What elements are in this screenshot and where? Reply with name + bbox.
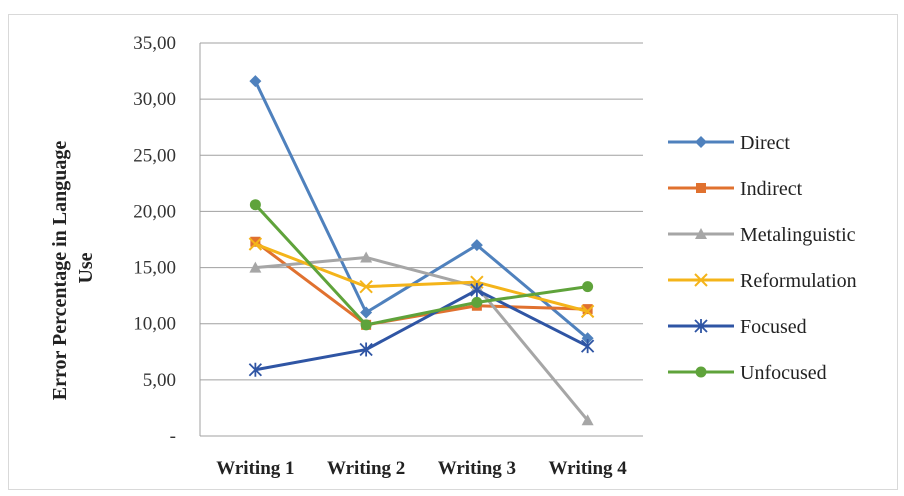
series-line (255, 255, 589, 422)
legend-marker (695, 228, 707, 239)
y-tick-label: 15,00 (133, 258, 176, 279)
data-point (470, 239, 483, 252)
data-point (360, 306, 373, 319)
legend-marker (694, 273, 708, 287)
data-point (359, 279, 373, 294)
legend-label: Metalinguistic (740, 224, 856, 246)
chart-frame (8, 14, 898, 490)
legend-marker (694, 319, 708, 333)
legend-item: Direct (668, 132, 790, 154)
x-axis-ticks: Writing 1 Writing 2 Writing 3 Writing 4 (216, 458, 627, 479)
x-tick-label: Writing 3 (438, 458, 516, 479)
data-point (580, 304, 595, 319)
series-line (254, 240, 588, 327)
y-axis-label-line-2: Use (75, 252, 97, 283)
series-direct (249, 75, 594, 345)
series-focused (248, 283, 595, 377)
data-point (249, 261, 262, 273)
x-tick-label: Writing 1 (216, 458, 294, 479)
y-tick-label: 5,00 (143, 370, 176, 391)
data-point (359, 342, 373, 357)
y-tick-label: 30,00 (133, 89, 176, 110)
data-point (582, 281, 594, 293)
data-point (580, 339, 595, 354)
legend-marker (695, 366, 707, 378)
data-point (471, 296, 483, 308)
data-point (360, 319, 372, 331)
y-tick-label: 35,00 (133, 33, 176, 54)
series-line (254, 203, 588, 327)
legend-item: Reformulation (668, 270, 857, 292)
data-point (248, 362, 263, 377)
data-point (581, 414, 594, 426)
legend-item: Metalinguistic (668, 224, 856, 246)
data-point (250, 236, 261, 247)
data-point (360, 251, 373, 263)
legend-item: Unfocused (668, 362, 827, 384)
legend-label: Focused (740, 316, 807, 338)
y-axis-ticks: - 5,00 10,00 15,00 20,00 25,00 30,00 35,00 (133, 33, 176, 447)
series-lines (248, 75, 595, 426)
data-point (470, 283, 484, 298)
y-tick-label: 10,00 (133, 314, 176, 335)
legend-item: Focused (668, 316, 807, 338)
y-tick-label: 25,00 (133, 145, 176, 166)
legend-item: Indirect (668, 178, 803, 200)
y-axis-label-line-1: Error Percentage in Language (49, 141, 71, 401)
y-tick-label: - (170, 426, 176, 447)
legend-label: Reformulation (740, 270, 857, 292)
legend-label: Unfocused (740, 362, 827, 384)
data-point (581, 332, 594, 345)
y-tick-label: 20,00 (133, 201, 176, 222)
y-axis-label: Error Percentage in Language Use (49, 136, 97, 400)
series-unfocused (249, 199, 594, 331)
legend-label: Direct (740, 132, 790, 154)
legend-marker (696, 183, 706, 193)
legend-label: Indirect (740, 178, 803, 200)
data-point (249, 199, 261, 211)
data-point (249, 75, 262, 88)
legend: Direct Indirect Metalinguistic Reformulatio… (668, 132, 857, 384)
x-tick-label: Writing 2 (327, 458, 405, 479)
series-line (254, 80, 589, 340)
data-point (582, 304, 593, 315)
series-line (255, 288, 589, 372)
x-tick-label: Writing 4 (548, 458, 627, 479)
gridlines (199, 42, 643, 437)
data-point (248, 237, 263, 251)
legend-marker (695, 136, 707, 148)
